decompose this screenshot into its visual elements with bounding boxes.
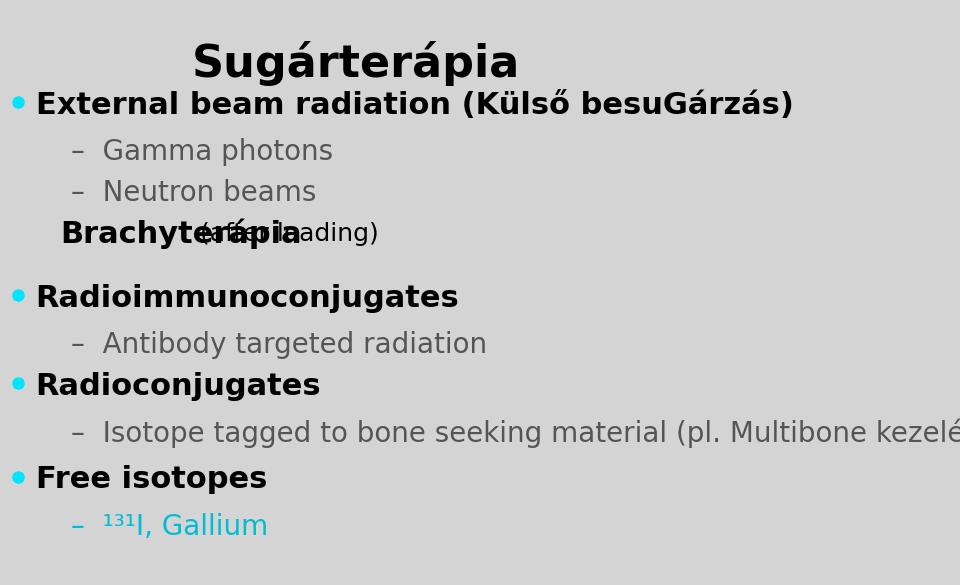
Text: Brachyterápia: Brachyterápia <box>60 219 302 249</box>
Text: –  Antibody targeted radiation: – Antibody targeted radiation <box>71 331 488 359</box>
Text: –  Isotope tagged to bone seeking material (pl. Multibone kezelés): – Isotope tagged to bone seeking materia… <box>71 418 960 448</box>
Text: –  Neutron beams: – Neutron beams <box>71 179 317 207</box>
Text: Free isotopes: Free isotopes <box>36 465 267 494</box>
Text: –  Gamma photons: – Gamma photons <box>71 138 333 166</box>
Text: Radioconjugates: Radioconjugates <box>36 371 322 401</box>
Text: Sugárterápia: Sugárterápia <box>191 41 519 86</box>
Text: External beam radiation (Külső besuGárzás): External beam radiation (Külső besuGárzá… <box>36 91 793 120</box>
Text: Radioimmunoconjugates: Radioimmunoconjugates <box>36 284 459 313</box>
Text: –  ¹³¹I, Gallium: – ¹³¹I, Gallium <box>71 512 269 541</box>
Text: (after loading): (after loading) <box>192 222 378 246</box>
